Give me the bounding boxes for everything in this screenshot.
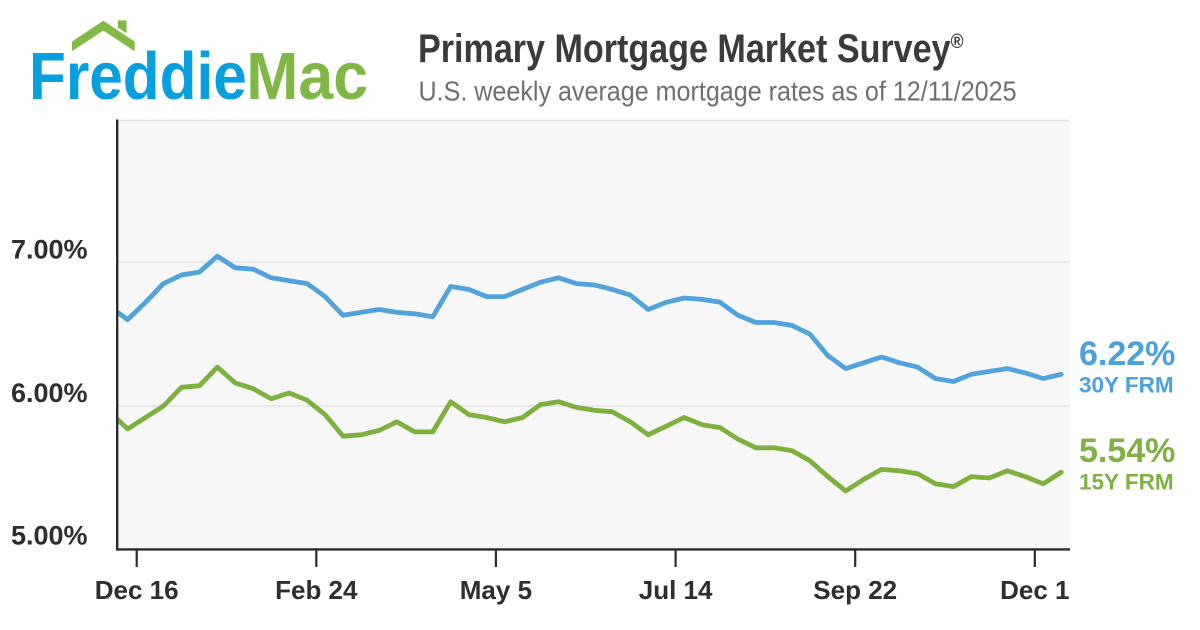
svg-text:Dec 16: Dec 16 [95, 575, 179, 605]
svg-text:U.S. weekly average mortgage r: U.S. weekly average mortgage rates as of… [419, 75, 1017, 107]
svg-text:30Y FRM: 30Y FRM [1079, 372, 1174, 397]
svg-text:Primary Mortgage Market Survey: Primary Mortgage Market Survey® [418, 25, 963, 70]
svg-text:Sep 22: Sep 22 [813, 575, 897, 605]
svg-text:Mac: Mac [246, 38, 368, 113]
svg-text:6.00%: 6.00% [11, 378, 88, 408]
svg-text:5.00%: 5.00% [11, 521, 88, 551]
svg-text:Jul 14: Jul 14 [639, 575, 713, 605]
svg-text:Freddie: Freddie [29, 38, 247, 114]
svg-text:5.54%: 5.54% [1079, 432, 1175, 470]
svg-text:May 5: May 5 [460, 575, 532, 605]
svg-text:15Y FRM: 15Y FRM [1079, 470, 1174, 495]
svg-text:7.00%: 7.00% [11, 235, 88, 265]
svg-text:6.22%: 6.22% [1079, 335, 1175, 373]
svg-text:Feb 24: Feb 24 [275, 575, 358, 605]
svg-text:Dec 1: Dec 1 [1000, 575, 1069, 605]
